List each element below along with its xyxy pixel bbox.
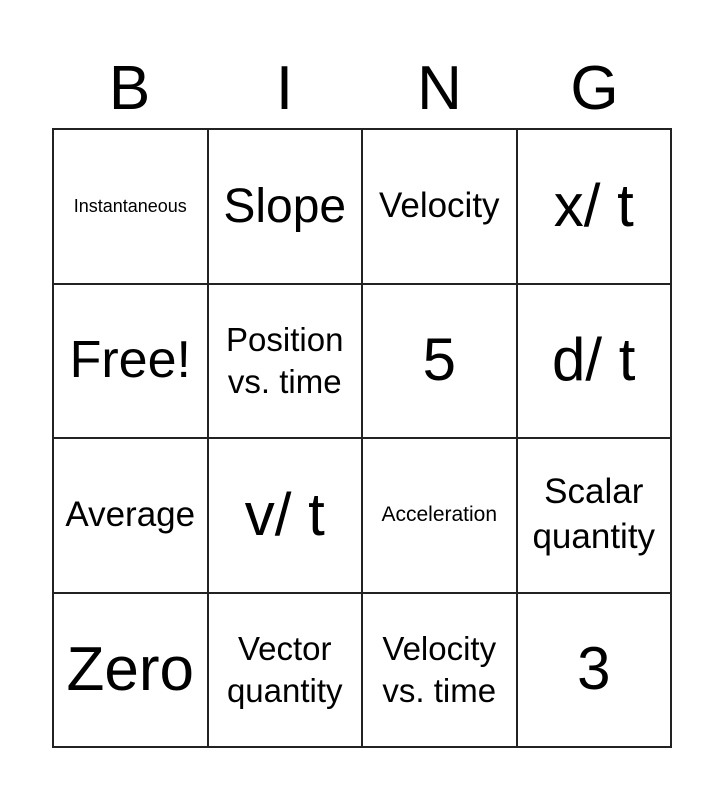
bingo-cell[interactable]: Average: [53, 438, 208, 593]
bingo-cell[interactable]: Acceleration: [362, 438, 517, 593]
bingo-header: B I N G O: [52, 50, 672, 128]
bingo-cell[interactable]: Instantaneous: [53, 129, 208, 284]
bingo-cell[interactable]: Position vs. time: [207, 283, 362, 438]
header-letter-g: G: [570, 54, 619, 123]
bingo-grid: Instantaneous Slope Velocity x/ t Free! …: [52, 128, 672, 748]
bingo-cell[interactable]: Scalar quantity: [516, 438, 671, 593]
header-letter-b: B: [108, 54, 151, 123]
bingo-cell[interactable]: Vector quantity: [207, 592, 362, 747]
bingo-cell[interactable]: d/ t: [516, 283, 671, 438]
free-cell[interactable]: Free!: [53, 283, 208, 438]
bingo-cell[interactable]: 5: [362, 283, 517, 438]
bingo-cell[interactable]: Velocity vs. time: [362, 592, 517, 747]
bingo-cell[interactable]: Zero: [53, 592, 208, 747]
bingo-cell[interactable]: v/ t: [207, 438, 362, 593]
bingo-cell[interactable]: 3: [516, 592, 671, 747]
bingo-cell[interactable]: Velocity: [362, 129, 517, 284]
bingo-cell[interactable]: x/ t: [516, 129, 671, 284]
header-letter-i: I: [275, 54, 294, 123]
header-letter-n: N: [417, 54, 462, 123]
bingo-cell[interactable]: Slope: [207, 129, 362, 284]
